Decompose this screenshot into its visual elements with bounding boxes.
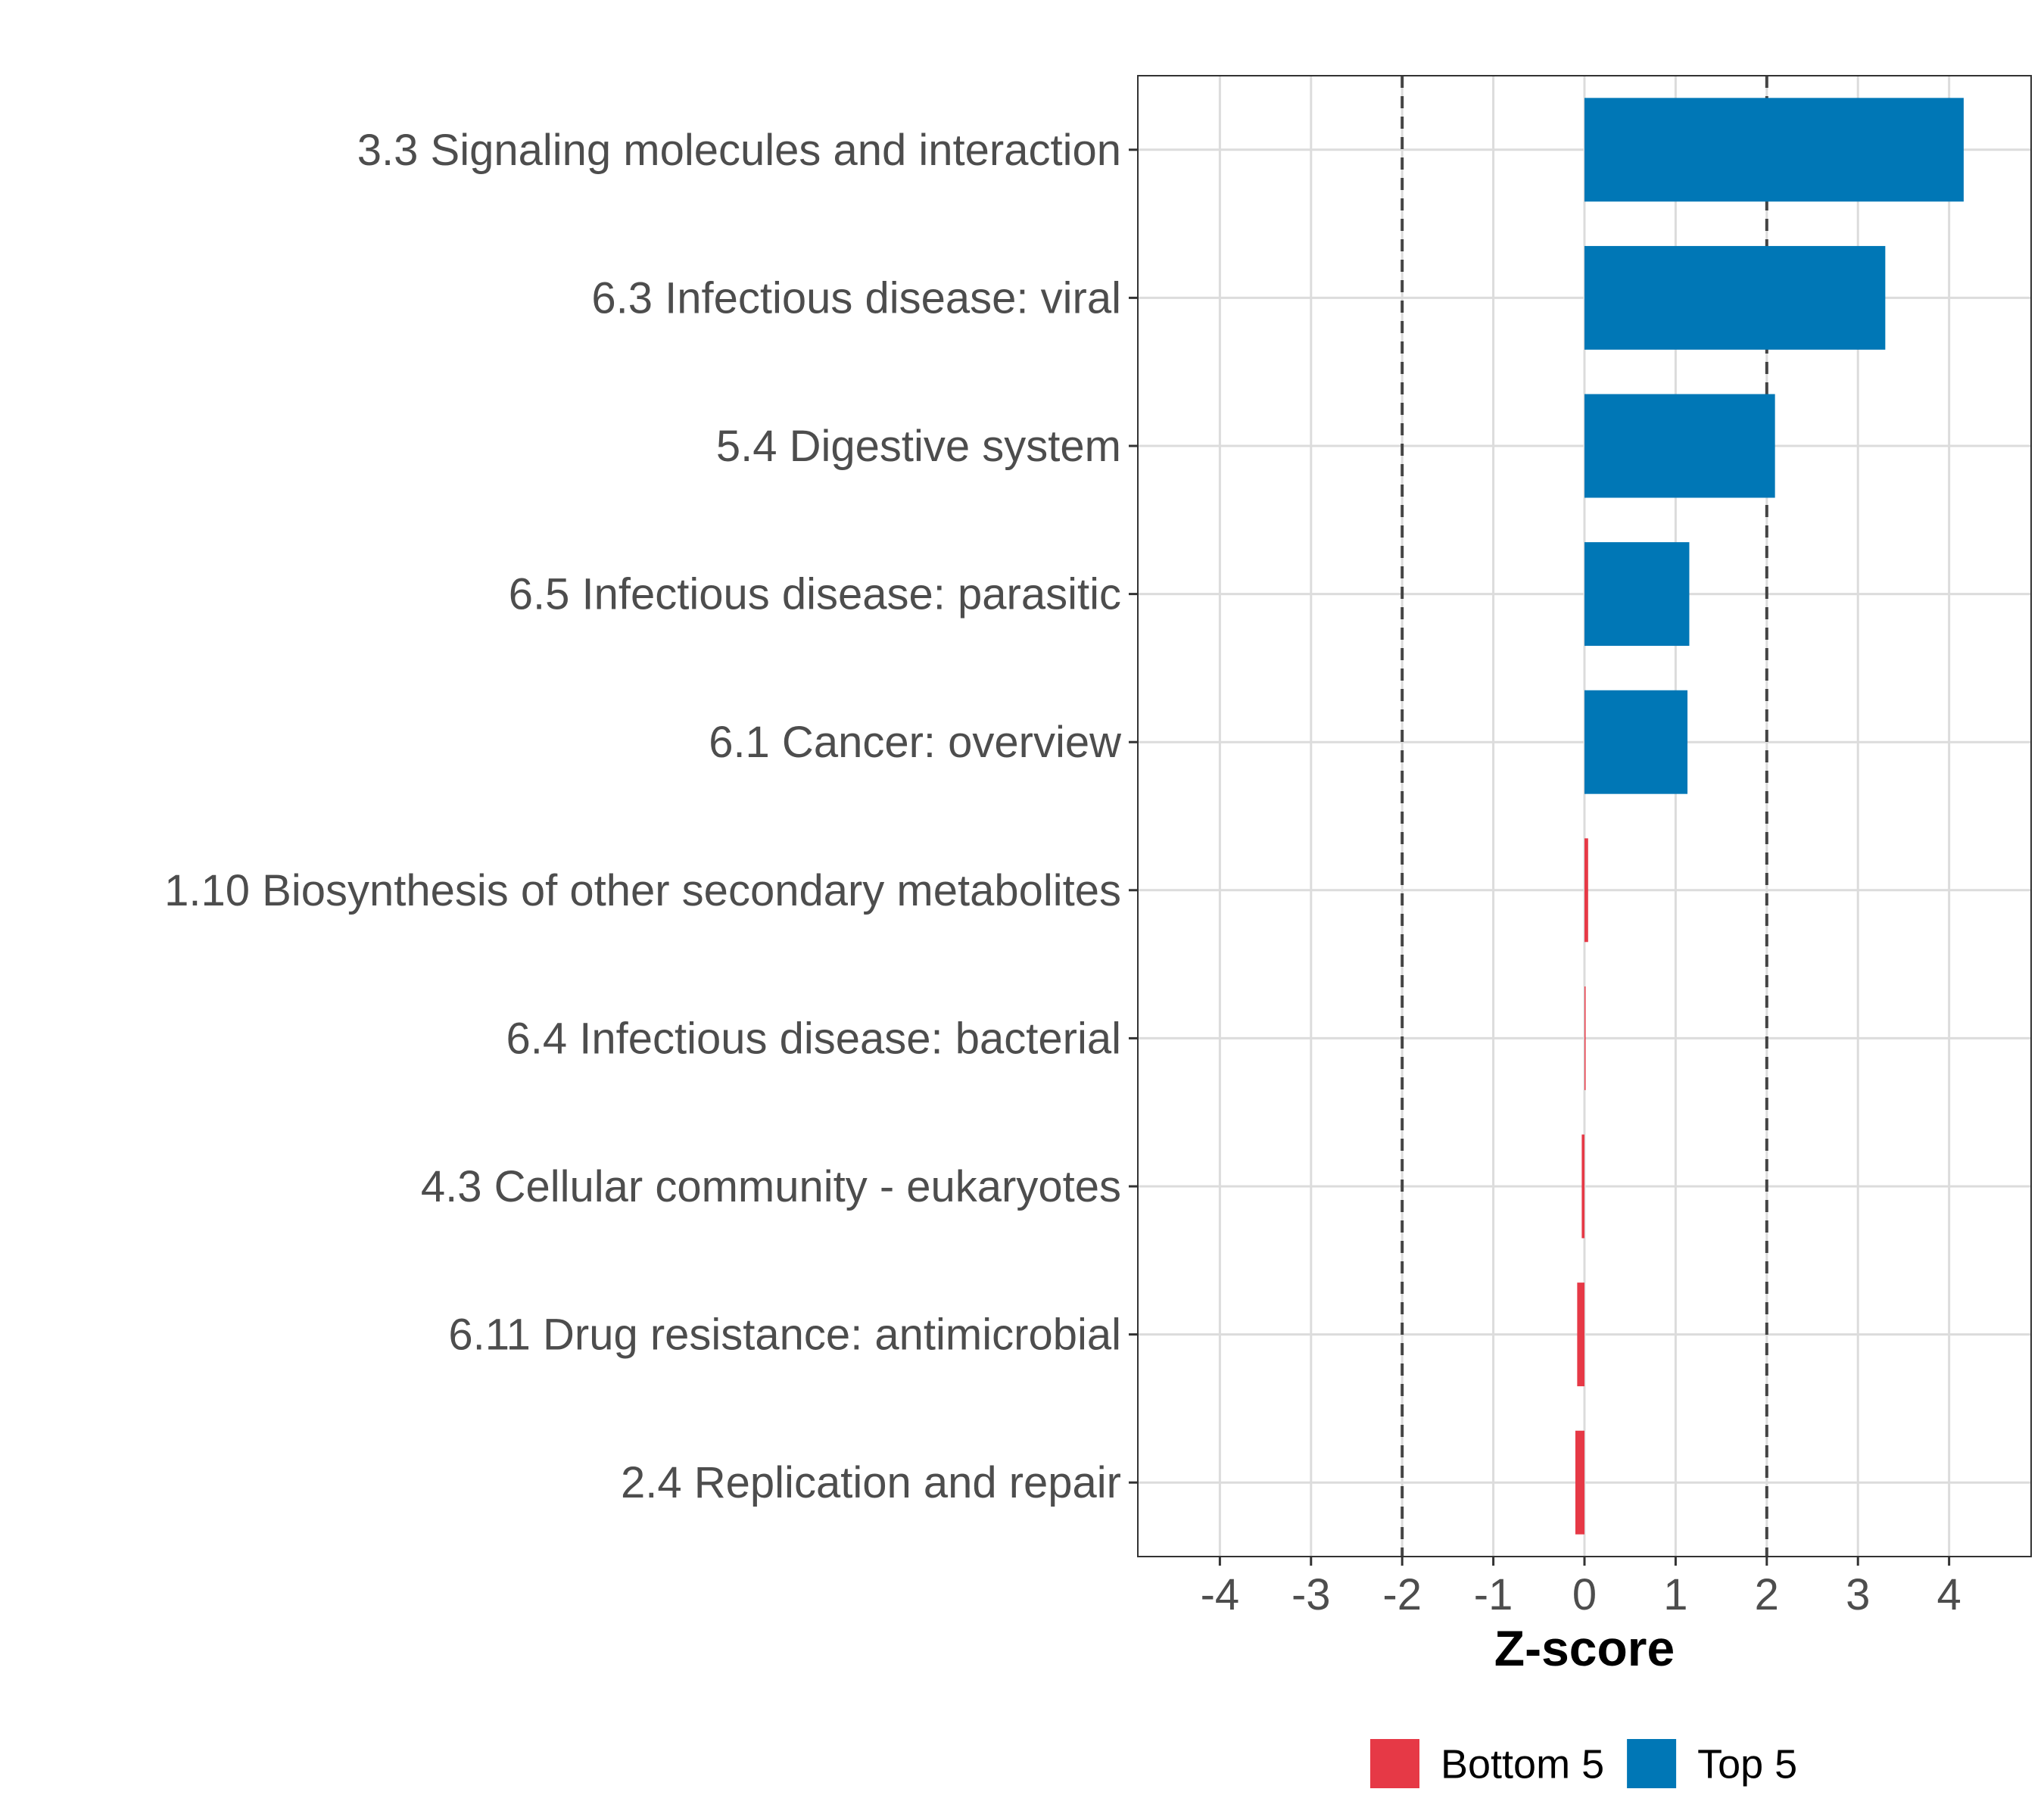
x-tick-label: 1 <box>1663 1570 1687 1619</box>
x-axis-ticks: -4 -3 -2 -1 0 1 2 3 4 <box>1201 1557 1961 1619</box>
category-label: 6.5 Infectious disease: parasitic <box>509 570 1121 619</box>
category-label: 4.3 Cellular community - eukaryotes <box>421 1162 1121 1211</box>
category-label: 2.4 Replication and repair <box>621 1458 1121 1507</box>
category-label: 6.1 Cancer: overview <box>709 718 1122 767</box>
bar-1 <box>1584 98 1964 202</box>
bar-4 <box>1584 542 1690 647</box>
bars <box>1575 98 1964 1535</box>
x-tick-label: 3 <box>1846 1570 1870 1619</box>
category-label: 6.3 Infectious disease: viral <box>591 273 1121 323</box>
bar-9 <box>1577 1282 1584 1387</box>
category-label: 5.4 Digestive system <box>716 422 1121 471</box>
x-tick-label: -2 <box>1382 1570 1422 1619</box>
x-tick-label: 4 <box>1937 1570 1961 1619</box>
bar-5 <box>1584 690 1688 794</box>
legend: Bottom 5 Top 5 <box>1370 1739 1797 1788</box>
bar-8 <box>1581 1134 1584 1239</box>
bar-7 <box>1584 986 1586 1090</box>
bar-10 <box>1575 1430 1584 1535</box>
category-label: 6.4 Infectious disease: bacterial <box>506 1014 1121 1063</box>
x-tick-label: -4 <box>1201 1570 1240 1619</box>
legend-label: Bottom 5 <box>1441 1742 1604 1787</box>
category-label: 6.11 Drug resistance: antimicrobial <box>448 1311 1121 1360</box>
x-tick-label: 0 <box>1572 1570 1597 1619</box>
category-label: 1.10 Biosynthesis of other secondary met… <box>164 866 1121 915</box>
x-tick-label: -1 <box>1474 1570 1513 1619</box>
x-tick-label: 2 <box>1755 1570 1779 1619</box>
bar-2 <box>1584 245 1886 350</box>
legend-label: Top 5 <box>1697 1742 1797 1787</box>
legend-key <box>1370 1739 1419 1788</box>
x-axis-title: Z-score <box>1494 1620 1675 1676</box>
bar-3 <box>1584 394 1775 498</box>
bar-6 <box>1584 838 1588 943</box>
y-axis-ticks: 3.3 Signaling molecules and interaction 6… <box>164 126 1138 1507</box>
legend-key <box>1627 1739 1677 1788</box>
category-label: 3.3 Signaling molecules and interaction <box>357 126 1121 175</box>
x-tick-label: -3 <box>1292 1570 1331 1619</box>
